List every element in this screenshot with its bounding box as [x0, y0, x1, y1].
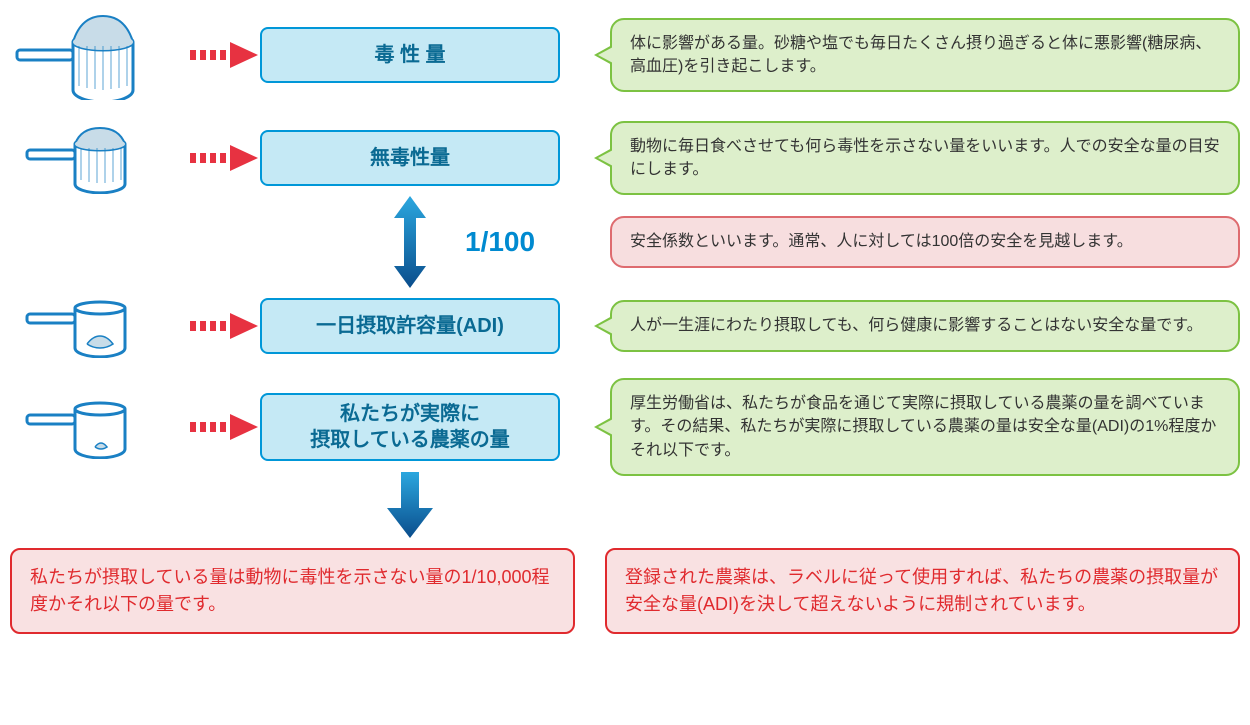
row-adi: 一日摂取許容量(ADI) 人が一生涯にわたり摂取しても、何ら健康に影響することは… — [10, 288, 1240, 364]
scoop-nontoxic — [10, 122, 190, 194]
arrow-toxic — [190, 40, 260, 70]
desc-factor: 安全係数といいます。通常、人に対しては100倍の安全を見越します。 — [610, 216, 1240, 267]
row-downarrow — [10, 470, 1240, 540]
conclusions: 私たちが摂取している量は動物に毒性を示さない量の1/10,000程度かそれ以下の… — [10, 548, 1240, 634]
label-actual: 私たちが実際に 摂取している農薬の量 — [260, 393, 560, 461]
row-factor: 1/100 安全係数といいます。通常、人に対しては100倍の安全を見越します。 — [10, 196, 1240, 288]
scoop-adi — [10, 294, 190, 358]
label-toxic: 毒 性 量 — [260, 27, 560, 83]
row-actual: 私たちが実際に 摂取している農薬の量 厚生労働省は、私たちが食品を通じて実際に摂… — [10, 384, 1240, 470]
conclusion-right: 登録された農薬は、ラベルに従って使用すれば、私たちの農薬の摂取量が安全な量(AD… — [605, 548, 1240, 634]
double-arrow-icon — [390, 196, 430, 288]
scoop-toxic — [10, 10, 190, 100]
arrow-adi — [190, 311, 260, 341]
arrow-actual — [190, 412, 260, 442]
desc-adi: 人が一生涯にわたり摂取しても、何ら健康に影響することはない安全な量です。 — [610, 300, 1240, 351]
arrow-nontoxic — [190, 143, 260, 173]
desc-actual: 厚生労働省は、私たちが食品を通じて実際に摂取している農薬の量を調べています。その… — [610, 378, 1240, 476]
factor-label: 1/100 — [465, 226, 535, 258]
label-nontoxic: 無毒性量 — [260, 130, 560, 186]
row-nontoxic: 無毒性量 動物に毎日食べさせても何ら毒性を示さない量をいいます。人での安全な量の… — [10, 120, 1240, 196]
down-arrow-icon — [385, 472, 435, 538]
scoop-actual — [10, 395, 190, 459]
desc-toxic: 体に影響がある量。砂糖や塩でも毎日たくさん摂り過ぎると体に悪影響(糖尿病、高血圧… — [610, 18, 1240, 92]
label-adi: 一日摂取許容量(ADI) — [260, 298, 560, 354]
row-toxic: 毒 性 量 体に影響がある量。砂糖や塩でも毎日たくさん摂り過ぎると体に悪影響(糖… — [10, 10, 1240, 100]
desc-nontoxic: 動物に毎日食べさせても何ら毒性を示さない量をいいます。人での安全な量の目安にしま… — [610, 121, 1240, 195]
conclusion-left: 私たちが摂取している量は動物に毒性を示さない量の1/10,000程度かそれ以下の… — [10, 548, 575, 634]
